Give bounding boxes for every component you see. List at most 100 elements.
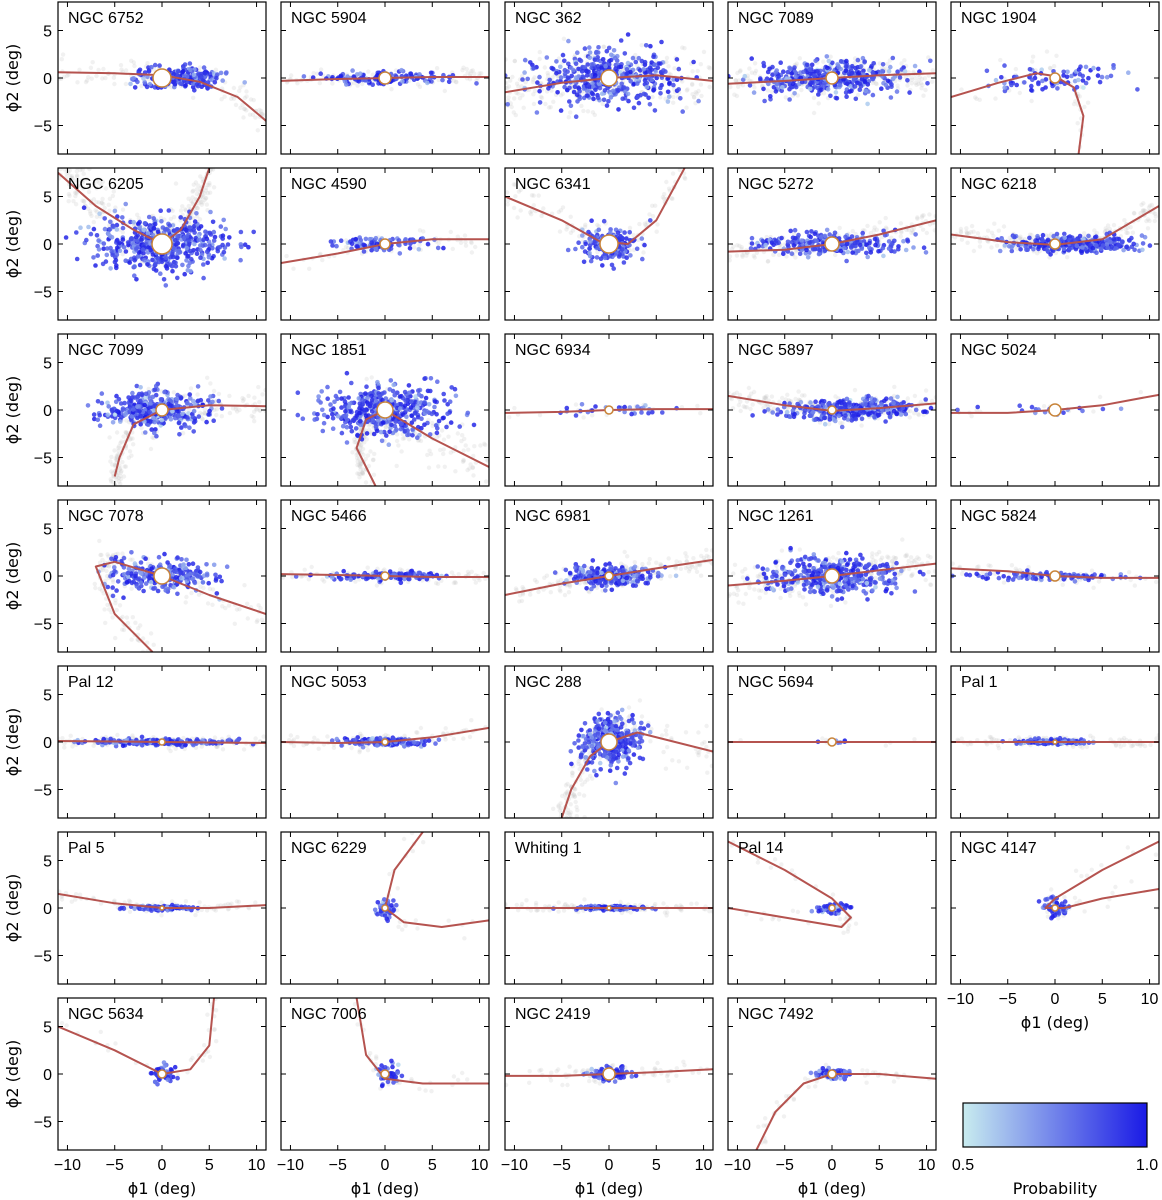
background-point xyxy=(998,57,1003,63)
background-point xyxy=(828,54,833,59)
member-point xyxy=(74,230,79,235)
member-point xyxy=(601,218,607,224)
background-point xyxy=(196,183,201,188)
member-point xyxy=(587,50,593,55)
background-point xyxy=(186,196,191,201)
member-point xyxy=(370,82,376,87)
member-point xyxy=(129,240,135,246)
member-point xyxy=(568,65,574,71)
background-point xyxy=(145,61,150,66)
background-point xyxy=(78,168,83,173)
background-point xyxy=(560,205,566,210)
background-point xyxy=(734,93,740,99)
background-point xyxy=(250,112,256,118)
background-point xyxy=(93,208,98,213)
member-point xyxy=(399,67,404,73)
background-point xyxy=(592,112,597,118)
member-point xyxy=(761,86,766,92)
background-point xyxy=(964,226,969,231)
background-point xyxy=(259,108,264,114)
member-point xyxy=(599,65,604,70)
member-point xyxy=(152,430,157,436)
member-point xyxy=(1116,242,1121,248)
panel-plot-area xyxy=(505,32,713,120)
member-point xyxy=(568,103,574,109)
background-point xyxy=(421,229,426,234)
background-point xyxy=(1111,222,1117,228)
background-point xyxy=(920,227,926,232)
background-point xyxy=(871,228,877,233)
member-point xyxy=(135,253,141,259)
member-point xyxy=(221,249,227,255)
background-point xyxy=(343,244,349,250)
background-point xyxy=(799,87,804,93)
member-point xyxy=(586,229,591,235)
member-point xyxy=(609,52,614,58)
member-point xyxy=(562,58,567,64)
background-point xyxy=(1145,217,1151,222)
member-point xyxy=(1135,87,1140,92)
background-point xyxy=(739,245,744,250)
background-point xyxy=(927,222,933,227)
member-point xyxy=(870,92,876,98)
panel-ngc-7089: NGC 7089 xyxy=(727,1,937,155)
background-point xyxy=(284,253,289,259)
member-point xyxy=(639,236,645,241)
member-point xyxy=(397,242,402,248)
background-point xyxy=(244,89,249,94)
member-point xyxy=(554,59,559,64)
cluster-marker xyxy=(825,71,839,85)
background-point xyxy=(242,106,247,112)
background-point xyxy=(462,233,468,238)
member-point xyxy=(589,90,595,96)
background-point xyxy=(821,91,827,96)
member-point xyxy=(1065,69,1070,75)
background-point xyxy=(911,226,916,231)
member-point xyxy=(550,66,556,71)
member-point xyxy=(571,89,577,95)
member-point xyxy=(928,58,933,64)
member-point xyxy=(1124,244,1129,250)
member-point xyxy=(661,68,666,73)
member-point xyxy=(756,243,762,249)
background-point xyxy=(531,101,537,107)
member-point xyxy=(804,247,809,253)
background-point xyxy=(442,88,447,94)
y-tick-label: 5 xyxy=(43,190,52,207)
background-point xyxy=(107,196,113,201)
member-point xyxy=(984,68,990,74)
background-point xyxy=(102,205,107,211)
member-point xyxy=(833,90,839,95)
background-point xyxy=(1071,101,1077,107)
background-point xyxy=(100,76,105,81)
background-point xyxy=(60,52,66,57)
member-point xyxy=(1012,234,1017,240)
background-point xyxy=(965,240,970,245)
background-point xyxy=(463,239,468,245)
member-point xyxy=(569,73,574,79)
background-point xyxy=(579,103,584,109)
member-point xyxy=(145,418,151,424)
background-point xyxy=(568,214,573,219)
background-point xyxy=(254,406,259,411)
background-point xyxy=(744,253,749,258)
background-point xyxy=(1141,208,1146,213)
member-point xyxy=(872,236,878,242)
background-point xyxy=(643,222,648,228)
member-point xyxy=(999,75,1004,80)
member-point xyxy=(109,249,114,254)
member-point xyxy=(856,70,862,75)
background-point xyxy=(103,186,109,191)
background-point xyxy=(752,85,757,90)
member-point xyxy=(895,69,900,74)
background-point xyxy=(244,94,249,99)
member-point xyxy=(659,39,664,45)
background-point xyxy=(583,222,588,227)
background-point xyxy=(1017,90,1022,96)
member-point xyxy=(605,85,610,91)
member-point xyxy=(676,87,681,92)
background-point xyxy=(240,398,246,404)
background-point xyxy=(91,182,97,188)
member-point xyxy=(608,57,614,63)
member-point xyxy=(95,417,101,423)
